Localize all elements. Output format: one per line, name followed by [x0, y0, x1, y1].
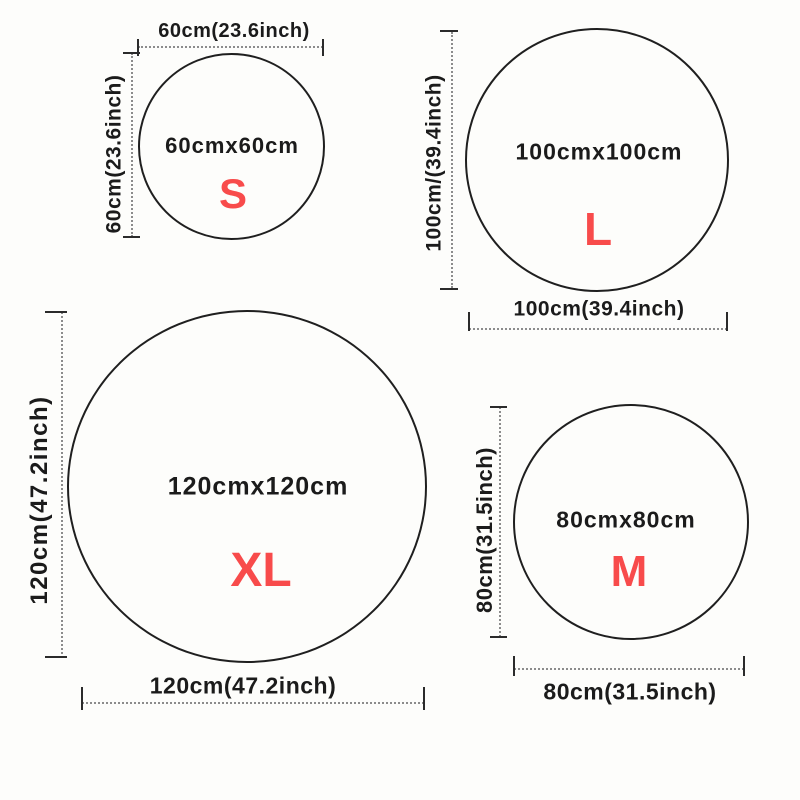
size-xl-height-tick-top — [45, 311, 67, 313]
size-m-height-tick-bottom — [490, 636, 507, 638]
size-m-width-dimension-line — [514, 668, 744, 670]
size-l-height-dimension-line — [451, 32, 453, 288]
size-l-width-tick-right — [726, 312, 728, 331]
size-l-width-label: 100cm(39.4inch) — [513, 297, 685, 321]
size-s-circle — [138, 53, 325, 240]
size-xl-letter: XL — [230, 544, 292, 597]
size-l-height-tick-bottom — [440, 288, 458, 290]
size-s-height-dimension-line — [131, 53, 133, 237]
size-s-width-dimension-line — [138, 46, 323, 48]
size-m-height-tick-top — [490, 406, 507, 408]
size-s-letter: S — [218, 170, 248, 217]
size-xl-width-tick-left — [81, 687, 83, 710]
size-xl-height-dimension-line — [61, 312, 63, 658]
size-l-width-dimension-line — [469, 328, 727, 330]
size-s-width-tick-left — [137, 39, 139, 56]
size-m-width-tick-right — [743, 656, 745, 676]
size-xl-circle — [67, 310, 427, 663]
size-s-dimensions-label: 60cmx60cm — [165, 133, 299, 158]
size-l-circle — [465, 28, 729, 292]
size-xl-dimensions-label: 120cmx120cm — [167, 472, 349, 501]
size-s-height-label: 60cm(23.6inch) — [102, 74, 126, 234]
size-s-width-label: 60cm(23.6inch) — [158, 20, 310, 42]
size-m-height-label: 80cm(31.5inch) — [472, 447, 497, 613]
size-m-width-tick-left — [513, 656, 515, 676]
size-l-width-tick-left — [468, 312, 470, 331]
size-l-letter: L — [583, 203, 613, 255]
size-xl-width-label: 120cm(47.2inch) — [149, 672, 337, 699]
size-l-dimensions-label: 100cmx100cm — [515, 138, 683, 165]
size-xl-width-tick-right — [423, 687, 425, 710]
size-m-dimensions-label: 80cmx80cm — [556, 506, 696, 533]
size-m-letter: M — [610, 547, 648, 596]
size-s-height-tick-bottom — [123, 236, 140, 238]
size-s-width-tick-right — [322, 39, 324, 56]
size-m-width-label: 80cm(31.5inch) — [543, 678, 717, 705]
size-l-height-tick-top — [440, 30, 458, 32]
size-l-height-label: 100cm/(39.4inch) — [422, 74, 446, 252]
size-m-height-dimension-line — [499, 407, 501, 637]
size-xl-height-tick-bottom — [45, 656, 67, 658]
size-s-height-tick-top — [123, 52, 140, 54]
size-xl-height-label: 120cm(47.2inch) — [26, 395, 53, 605]
size-xl-width-dimension-line — [82, 702, 424, 704]
size-m-circle — [513, 404, 749, 640]
